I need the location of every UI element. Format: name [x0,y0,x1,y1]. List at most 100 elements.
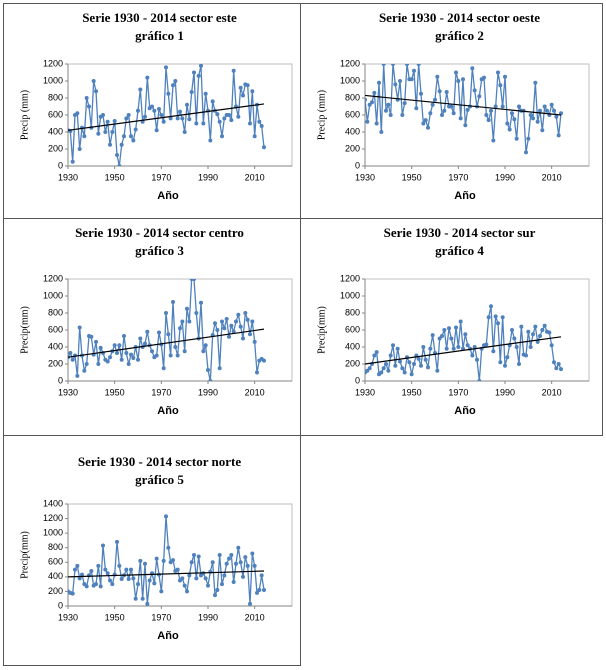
data-point [187,319,192,324]
y-tick-label: 400 [48,341,63,351]
y-axis-label: Precip (mm) [19,90,30,140]
data-point [168,353,173,358]
data-point [472,345,477,349]
chart-subtitle: gráfico 2 [435,28,484,43]
data-point [166,545,171,550]
data-point [192,553,196,557]
data-point [70,591,75,596]
x-tick-label: 1970 [151,612,171,622]
data-point [381,64,386,66]
data-point [194,121,199,126]
x-tick-label: 1930 [58,612,78,622]
data-point [105,571,110,576]
data-point [549,343,554,348]
data-point [168,116,173,121]
data-point [398,359,402,364]
y-tick-label: 200 [345,143,360,153]
data-point [96,362,101,366]
data-point [435,368,440,373]
data-point [171,299,175,304]
data-point [559,367,563,372]
data-point [533,80,538,85]
data-point [199,64,203,68]
y-tick-label: 1200 [340,58,360,68]
data-point [173,345,178,349]
data-point [451,111,456,116]
data-point [556,362,561,366]
data-point [236,312,241,317]
data-point [496,70,500,75]
chart: Serie 1930 - 2014 sector este gráfico 1 0 2… [19,10,293,202]
data-point [259,124,264,129]
data-point [133,596,138,601]
data-point [489,304,493,309]
data-point [454,325,458,330]
data-point [531,332,535,337]
data-point [215,587,220,592]
trend-line [364,94,562,116]
data-point [201,349,206,354]
y-tick-label: 1000 [43,528,63,538]
data-point [384,108,388,113]
chart-subtitle: gráfico 1 [135,28,184,43]
data-point [136,108,140,113]
data-point [252,563,257,568]
data-point [203,343,208,348]
data-point [407,360,412,365]
data-point [510,111,514,116]
data-point [231,329,236,334]
data-point [393,363,398,368]
data-line [68,65,265,166]
data-point [182,349,187,354]
chart-title: Serie 1930 - 2014 sector este [82,10,237,25]
data-point [129,134,133,139]
data-point [409,77,414,82]
data-point [136,582,140,587]
data-point [498,83,503,88]
x-tick-label: 1930 [355,387,375,397]
data-point [145,601,150,606]
x-tick-label: 1930 [58,172,78,182]
data-point [257,587,262,592]
chart-subtitle: gráfico 5 [135,472,184,487]
data-point [224,561,229,566]
data-point [262,145,266,150]
data-point [388,353,393,358]
data-point [103,130,108,134]
trend-line [67,328,265,358]
data-point [402,370,407,375]
data-point [419,363,423,368]
data-point [89,569,94,574]
data-point [185,306,189,311]
data-point [486,118,491,123]
x-tick-label: 1990 [495,387,515,397]
data-point [491,349,496,354]
data-point [180,576,185,581]
data-point [126,577,131,582]
data-point [391,343,395,348]
data-point [447,326,451,331]
data-point [161,119,166,124]
data-point [189,560,194,565]
data-point [493,314,498,319]
data-point [108,578,112,583]
data-point [437,336,442,341]
data-point [227,334,231,339]
data-point [157,330,161,335]
data-point [412,362,416,366]
data-point [421,345,426,349]
y-tick-label: 400 [48,126,63,136]
y-tick-label: 1000 [340,290,360,300]
data-point [365,368,370,373]
data-point [386,102,391,107]
data-point [365,119,370,124]
data-point [192,70,196,75]
x-tick-label: 1930 [355,172,375,182]
data-point [224,316,229,321]
data-point [416,64,421,66]
data-point [524,150,528,155]
data-point [430,102,435,107]
data-point [465,343,470,348]
data-point [458,319,463,324]
